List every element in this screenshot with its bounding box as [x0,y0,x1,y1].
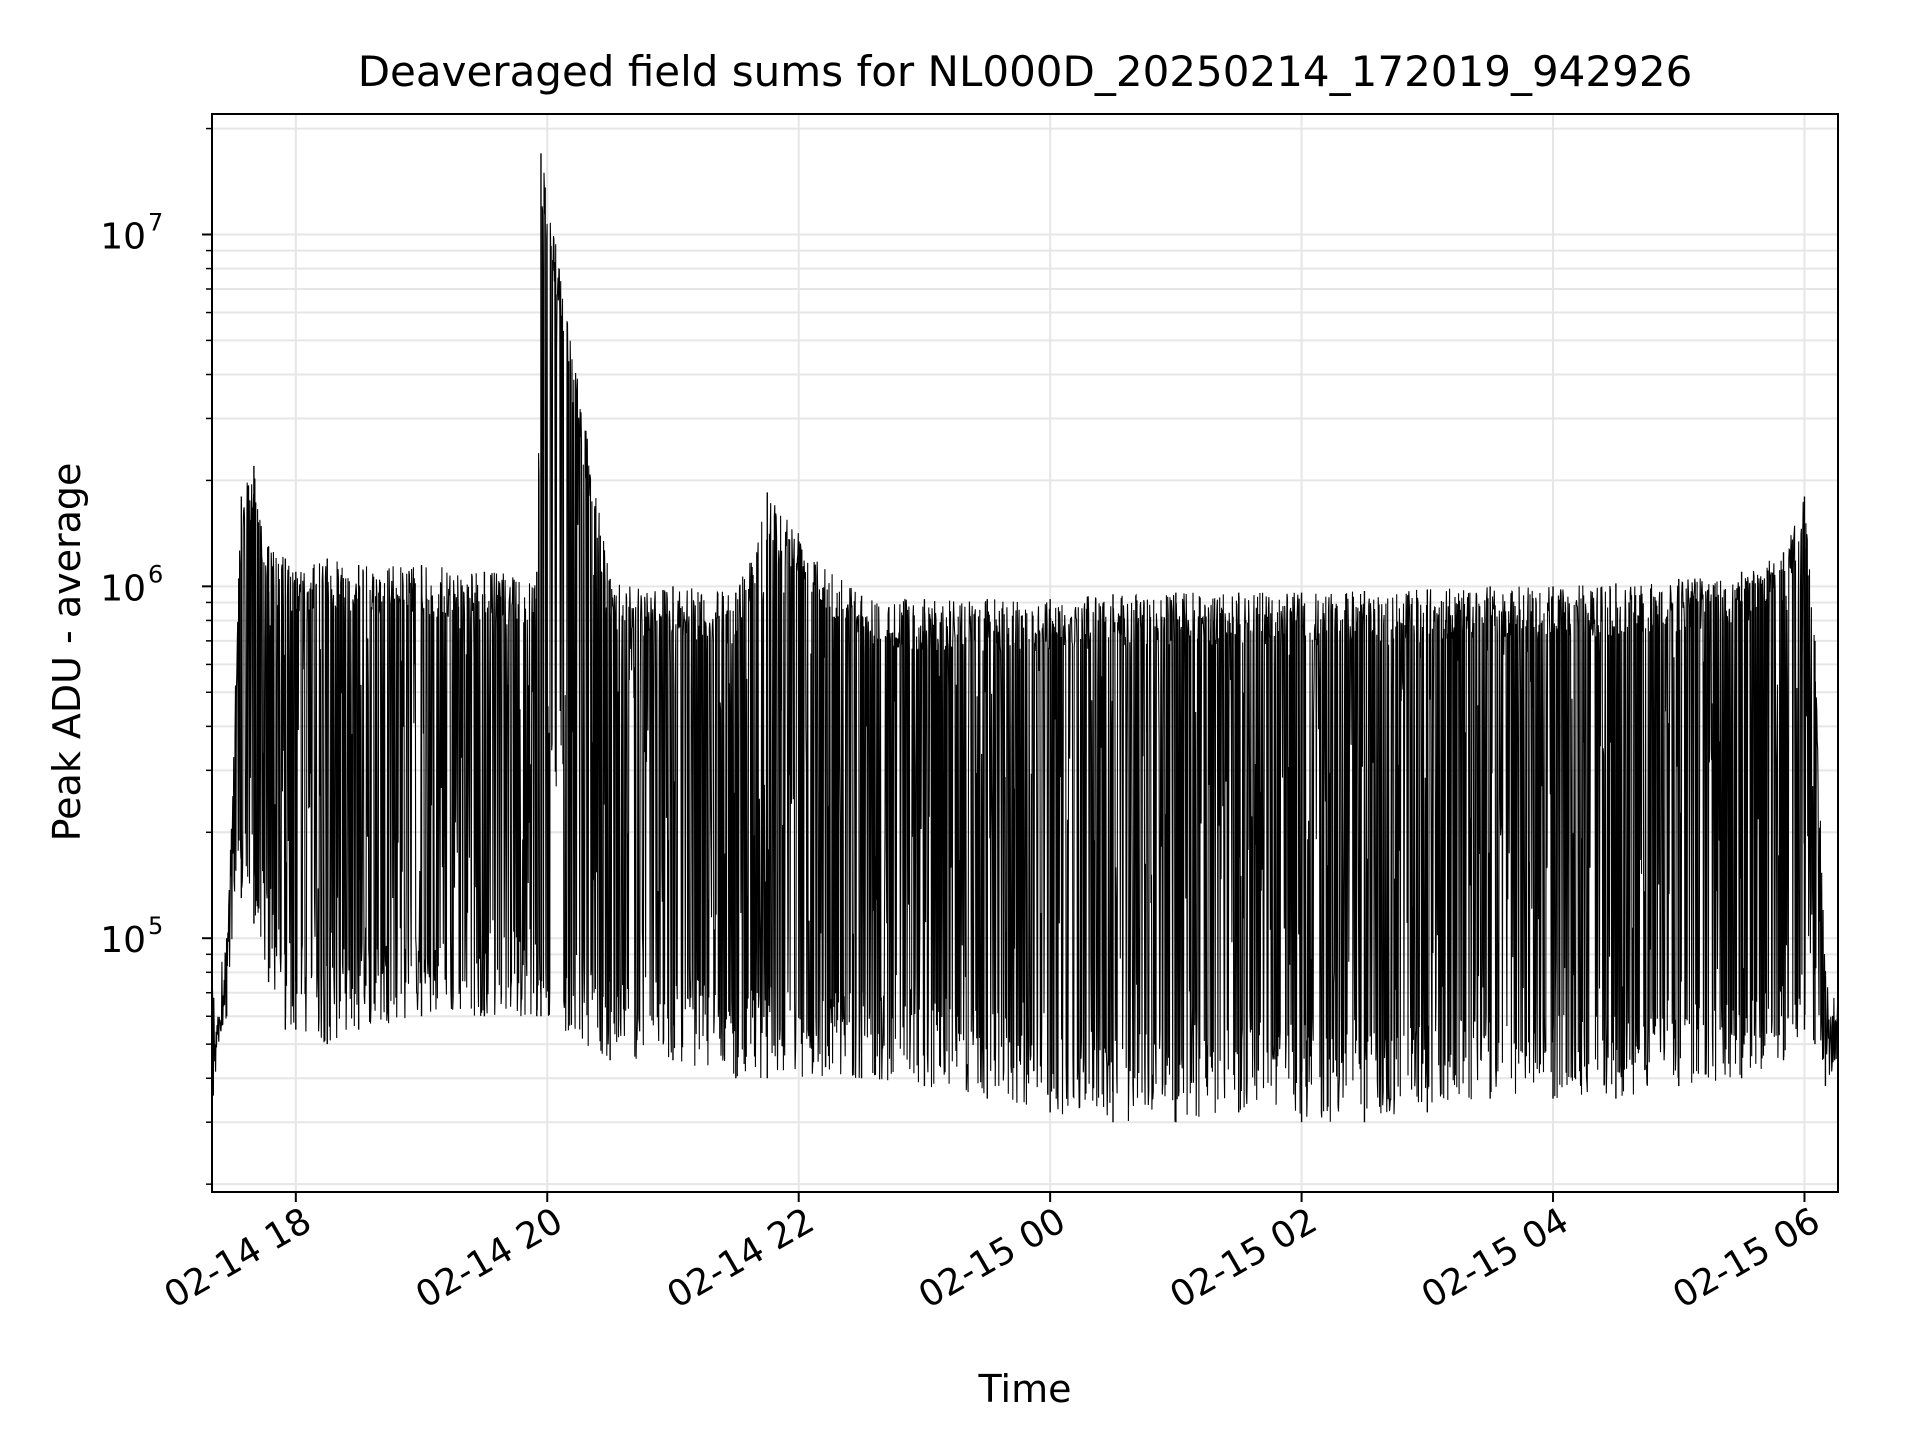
y-tick-label: 10 [100,920,146,961]
y-tick-label: 10 [100,568,146,609]
y-axis-label: Peak ADU - average [45,463,89,842]
plot-frame [211,113,1839,1193]
y-tick-exponent: 7 [148,208,163,236]
data-series [211,153,1839,1123]
chart-title: Deaveraged field sums for NL000D_2025021… [358,47,1693,96]
series-line [211,172,1839,1122]
y-tick-label: 10 [100,216,146,257]
y-tick-exponent: 5 [148,912,163,940]
x-axis-label: Time [978,1367,1072,1411]
y-tick-exponent: 6 [148,560,163,588]
